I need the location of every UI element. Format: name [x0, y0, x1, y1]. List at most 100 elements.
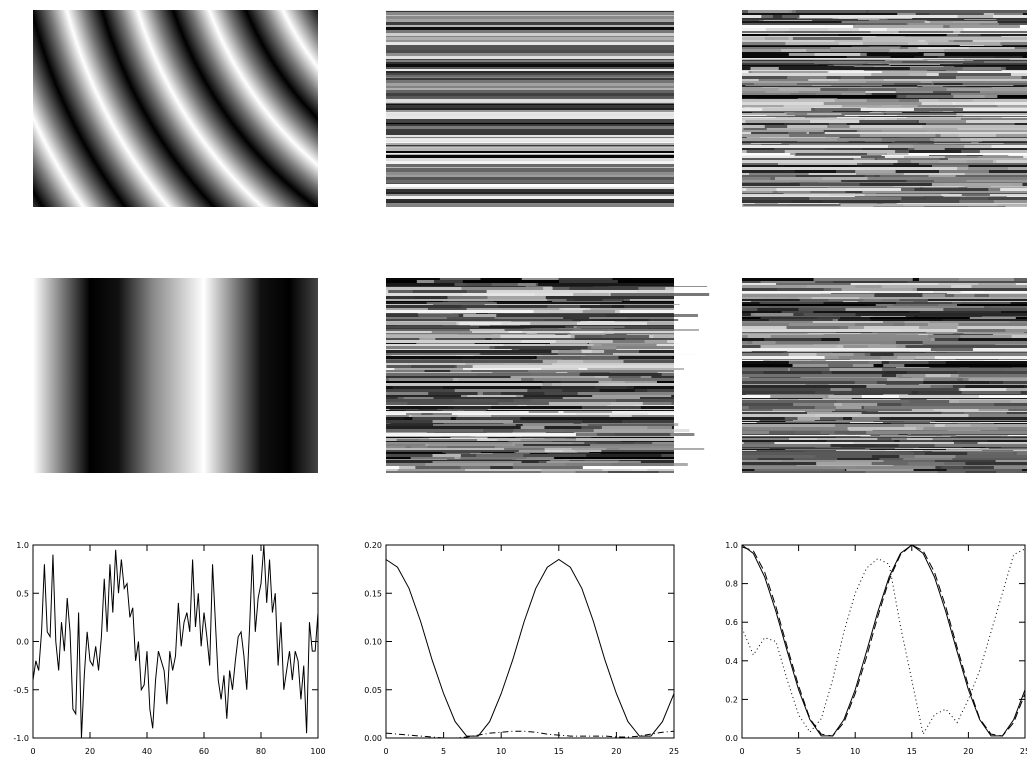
streak — [440, 436, 471, 437]
stripe — [386, 194, 674, 196]
streak — [881, 105, 902, 107]
streak — [520, 426, 545, 429]
streak — [781, 49, 807, 52]
streak — [512, 459, 556, 460]
stripe — [386, 168, 674, 171]
streak — [524, 328, 559, 329]
stripe — [386, 460, 674, 461]
stripe — [742, 341, 1027, 344]
stripe — [386, 314, 674, 317]
streak — [747, 10, 792, 13]
stripe — [742, 302, 1027, 304]
streak — [930, 338, 959, 341]
stripe — [386, 205, 674, 207]
streak — [823, 102, 922, 105]
streak — [511, 321, 588, 322]
streak — [759, 302, 824, 304]
x-tick-label: 10 — [850, 747, 860, 756]
streak — [806, 285, 856, 288]
streak — [903, 156, 978, 158]
stripe — [386, 471, 674, 473]
streak — [926, 332, 1025, 333]
stripe — [386, 301, 674, 302]
streak — [903, 458, 953, 460]
streak — [432, 461, 522, 463]
stripe — [742, 52, 1027, 53]
streak — [930, 385, 966, 388]
streak — [777, 191, 846, 193]
stripe — [386, 438, 674, 439]
streak — [918, 291, 984, 293]
streak — [962, 447, 986, 448]
streak — [434, 280, 505, 283]
streak — [400, 321, 477, 322]
streak — [927, 60, 965, 61]
streak — [962, 378, 1027, 381]
streak — [503, 344, 547, 346]
stripe — [742, 360, 1027, 361]
streak — [917, 105, 998, 107]
streak — [587, 346, 617, 349]
streak — [813, 278, 913, 281]
streak — [854, 381, 877, 384]
streak — [503, 423, 574, 424]
series-line — [385, 730, 675, 739]
streak — [795, 10, 869, 13]
streak — [533, 310, 620, 313]
streak — [789, 368, 830, 371]
streak — [969, 367, 1013, 368]
stripe — [742, 423, 1027, 424]
stripe — [742, 98, 1027, 99]
streak — [765, 91, 799, 93]
streak — [856, 130, 935, 132]
streak — [390, 423, 444, 424]
streak — [855, 193, 949, 194]
streak — [835, 437, 911, 438]
streak — [896, 115, 964, 116]
streak — [601, 426, 672, 429]
streak — [760, 345, 844, 348]
streak — [966, 86, 1025, 87]
streak — [958, 278, 1027, 281]
streak — [418, 314, 459, 317]
stripe — [386, 196, 674, 199]
streak — [525, 286, 553, 287]
streak — [743, 442, 775, 444]
streak — [756, 422, 850, 423]
streak — [876, 203, 897, 204]
stripe — [742, 204, 1027, 206]
stripe — [386, 317, 674, 319]
streak — [832, 64, 863, 65]
streak — [794, 155, 882, 156]
streak — [901, 403, 995, 406]
streak — [783, 165, 850, 167]
streak — [961, 194, 990, 196]
streak — [893, 83, 932, 85]
stripe — [386, 304, 674, 305]
streak — [752, 71, 829, 73]
stripe — [742, 58, 1027, 59]
streak — [883, 460, 967, 462]
streak — [909, 351, 936, 352]
streak — [750, 67, 779, 70]
streak — [901, 188, 989, 191]
streak — [865, 93, 952, 95]
streak — [593, 429, 690, 432]
streak — [760, 281, 816, 283]
streak — [834, 99, 899, 102]
stripe — [742, 409, 1027, 411]
stripe — [386, 141, 674, 142]
streak — [752, 341, 776, 344]
streak — [947, 352, 1027, 353]
stripe — [386, 180, 674, 183]
streak — [900, 329, 954, 332]
streak — [793, 420, 836, 421]
stripe — [386, 123, 674, 124]
streak — [946, 368, 1006, 371]
streak — [923, 187, 959, 188]
streak — [574, 338, 625, 340]
streak — [967, 187, 1027, 188]
streak — [834, 65, 891, 66]
streak — [541, 469, 632, 471]
streak — [761, 15, 783, 18]
